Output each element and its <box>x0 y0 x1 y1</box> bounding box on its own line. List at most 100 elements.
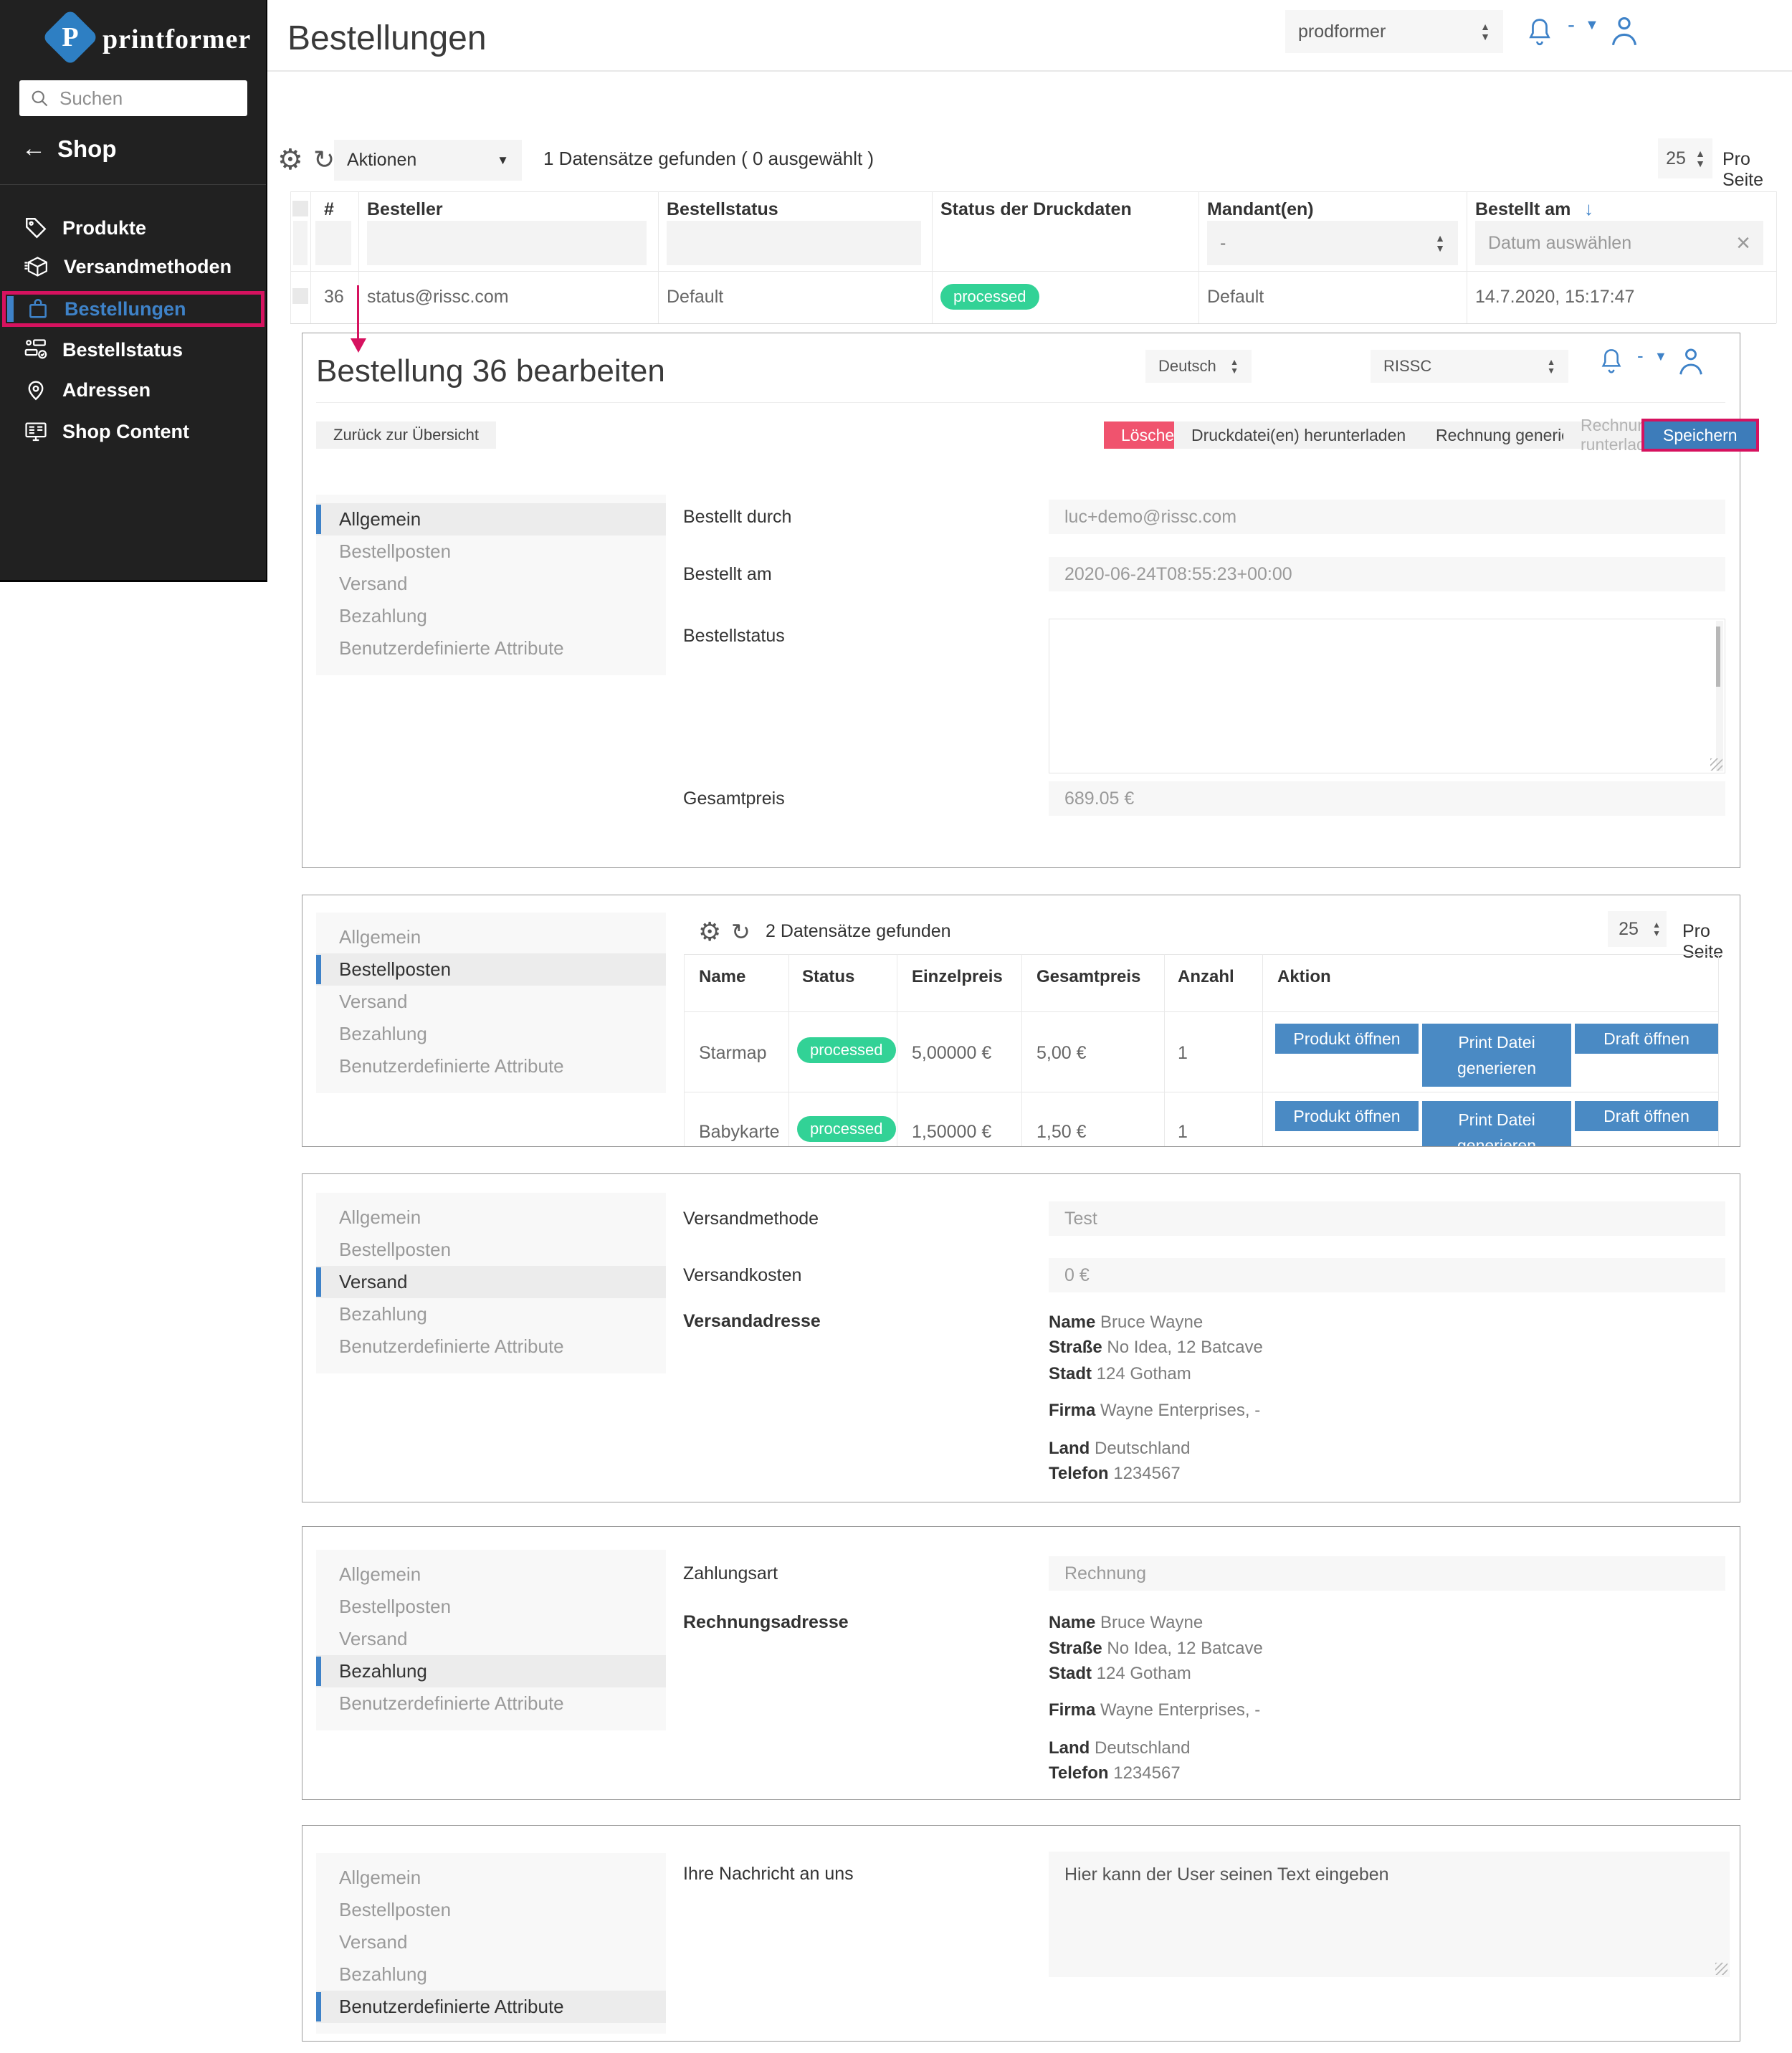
actions-dropdown[interactable]: Aktionen ▼ <box>334 140 522 181</box>
tab-bezahlung[interactable]: Bezahlung <box>339 1023 427 1044</box>
filter-mandant-select[interactable]: - ▲ ▼ <box>1207 221 1458 265</box>
gear-icon[interactable]: ⚙ <box>277 144 303 176</box>
shipping-cost-input[interactable]: 0 € <box>1049 1258 1725 1292</box>
notifications-bell-icon[interactable] <box>1597 346 1626 378</box>
tab-bestellposten[interactable]: Bestellposten <box>339 540 452 562</box>
resize-handle-icon[interactable] <box>1710 758 1722 771</box>
tab-bezahlung[interactable]: Bezahlung <box>339 1963 427 1985</box>
sidebar-item-bestellstatus[interactable]: Bestellstatus <box>0 331 266 368</box>
refresh-icon[interactable]: ↻ <box>731 919 750 945</box>
page-size-select[interactable]: 25 ▲ ▼ <box>1608 911 1667 947</box>
address-line: Land Deutschland <box>1049 1738 1191 1758</box>
resize-handle-icon[interactable] <box>1715 1963 1727 1975</box>
refresh-icon[interactable]: ↻ <box>313 145 335 174</box>
tab-bezahlung[interactable]: Bezahlung <box>339 605 427 627</box>
custom-attributes-panel: Allgemein Bestellposten Versand Bezahlun… <box>302 1825 1740 2042</box>
tab-benutzerdefinierte-attribute[interactable]: Benutzerdefinierte Attribute <box>339 1055 564 1077</box>
generate-print-file-button[interactable]: Print Datei generieren <box>1422 1101 1571 1146</box>
shipping-method-input[interactable]: Test <box>1049 1201 1725 1236</box>
tab-bestellposten[interactable]: Bestellposten <box>339 1899 452 1920</box>
tab-benutzerdefinierte-attribute[interactable]: Benutzerdefinierte Attribute <box>339 637 564 659</box>
user-menu-caret-icon[interactable]: ▼ <box>1585 17 1599 33</box>
page-size-value: 25 <box>1619 918 1639 939</box>
column-header-bestellt-am[interactable]: Bestellt am <box>1475 199 1571 219</box>
tab-versand[interactable]: Versand <box>339 1931 408 1953</box>
ordered-by-input[interactable]: luc+demo@rissc.com <box>1049 500 1725 534</box>
user-message-textarea[interactable]: Hier kann der User seinen Text eingeben <box>1049 1852 1730 1977</box>
sidebar-back-shop[interactable]: ← Shop <box>22 135 116 163</box>
filter-bestellstatus-input[interactable] <box>667 221 921 265</box>
open-draft-button[interactable]: Draft öffnen <box>1575 1024 1718 1054</box>
tab-bezahlung[interactable]: Bezahlung <box>339 1303 427 1325</box>
payment-type-input[interactable]: Rechnung <box>1049 1556 1725 1591</box>
user-avatar-icon[interactable] <box>1606 11 1642 50</box>
order-status-listbox[interactable]: Offen Abgeschlossen Angenommen Versand S… <box>1049 619 1725 773</box>
open-product-button[interactable]: Produkt öffnen <box>1275 1024 1419 1054</box>
total-price-input[interactable]: 689.05 € <box>1049 781 1725 816</box>
select-arrows-icon: ▲ ▼ <box>1230 357 1239 376</box>
save-button[interactable]: Speichern <box>1641 419 1759 452</box>
clear-date-icon[interactable]: × <box>1736 229 1750 257</box>
scrollbar-thumb[interactable] <box>1716 627 1720 687</box>
sidebar: P printformer Suchen ← Shop Produkte Ver… <box>0 0 267 582</box>
detail-tenant-select[interactable]: RISSC ▲ ▼ <box>1371 350 1568 383</box>
open-product-button[interactable]: Produkt öffnen <box>1275 1101 1419 1131</box>
column-header-bestellstatus[interactable]: Bestellstatus <box>667 199 778 219</box>
tab-allgemein[interactable]: Allgemein <box>339 1867 421 1888</box>
scrollbar-track[interactable] <box>1716 621 1723 771</box>
sidebar-item-shop-content[interactable]: Shop Content <box>0 413 266 450</box>
sidebar-section-label: Shop <box>57 135 117 162</box>
tab-bestellposten[interactable]: Bestellposten <box>339 1239 452 1260</box>
tab-versand[interactable]: Versand <box>316 1266 666 1298</box>
filter-id-input[interactable] <box>315 221 351 265</box>
notifications-bell-icon[interactable] <box>1524 16 1555 50</box>
row-checkbox[interactable] <box>292 288 308 304</box>
select-all-checkbox[interactable] <box>292 201 308 216</box>
language-select[interactable]: Deutsch ▲ ▼ <box>1145 350 1252 383</box>
column-header-id[interactable]: # <box>324 199 334 219</box>
sort-down-icon[interactable]: ↓ <box>1584 198 1593 219</box>
ordered-at-input[interactable]: 2020-06-24T08:55:23+00:00 <box>1049 557 1725 591</box>
column-header-druckdaten[interactable]: Status der Druckdaten <box>940 199 1132 219</box>
select-arrows-icon: ▲ ▼ <box>1480 21 1490 42</box>
tab-benutzerdefinierte-attribute[interactable]: Benutzerdefinierte Attribute <box>339 1335 564 1357</box>
ordered-at-label: Bestellt am <box>683 564 772 584</box>
monitor-icon <box>25 422 47 442</box>
dropdown-caret-icon: ▼ <box>497 153 509 167</box>
user-avatar-icon[interactable] <box>1674 343 1707 379</box>
tenant-select[interactable]: prodformer ▲ ▼ <box>1285 10 1503 53</box>
tab-bestellposten[interactable]: Bestellposten <box>339 1596 452 1617</box>
search-input[interactable]: Suchen <box>19 80 247 116</box>
filter-date-input[interactable]: Datum auswählen × <box>1475 221 1763 265</box>
page-title: Bestellungen <box>287 19 487 57</box>
back-to-overview-button[interactable]: Zurück zur Übersicht <box>316 421 496 449</box>
tab-bestellposten[interactable]: Bestellposten <box>316 953 666 986</box>
open-draft-button[interactable]: Draft öffnen <box>1575 1101 1718 1131</box>
tab-allgemein[interactable]: Allgemein <box>339 926 421 948</box>
sidebar-item-bestellungen[interactable]: Bestellungen <box>2 291 264 327</box>
sidebar-item-produkte[interactable]: Produkte <box>0 209 266 247</box>
generate-print-file-button[interactable]: Print Datei generieren <box>1422 1024 1571 1087</box>
download-print-files-button[interactable]: Druckdatei(en) herunterladen <box>1174 421 1424 449</box>
tab-allgemein[interactable]: Allgemein <box>339 1563 421 1585</box>
user-menu-caret-icon[interactable]: ▼ <box>1654 349 1667 363</box>
tab-benutzerdefinierte-attribute[interactable]: Benutzerdefinierte Attribute <box>339 1692 564 1714</box>
column-header-mandant[interactable]: Mandant(en) <box>1207 199 1314 219</box>
tab-versand[interactable]: Versand <box>339 991 408 1012</box>
sidebar-item-versandmethoden[interactable]: Versandmethoden <box>0 248 266 285</box>
column-header-besteller[interactable]: Besteller <box>367 199 443 219</box>
user-message-text: Hier kann der User seinen Text eingeben <box>1064 1864 1389 1885</box>
tab-allgemein[interactable]: Allgemein <box>339 1206 421 1228</box>
filter-besteller-input[interactable] <box>367 221 647 265</box>
tab-allgemein[interactable]: Allgemein <box>316 503 666 535</box>
payment-panel: Allgemein Bestellposten Versand Bezahlun… <box>302 1526 1740 1800</box>
tab-bezahlung[interactable]: Bezahlung <box>316 1655 666 1687</box>
gear-icon[interactable]: ⚙ <box>698 917 722 946</box>
page-size-select[interactable]: 25 ▲ ▼ <box>1658 138 1712 178</box>
address-line: Stadt 124 Gotham <box>1049 1364 1191 1383</box>
sidebar-item-adressen[interactable]: Adressen <box>0 371 266 409</box>
printformer-logo-letter: P <box>62 22 79 52</box>
tab-versand[interactable]: Versand <box>339 573 408 594</box>
tab-versand[interactable]: Versand <box>339 1628 408 1649</box>
tab-benutzerdefinierte-attribute[interactable]: Benutzerdefinierte Attribute <box>316 1991 666 2023</box>
